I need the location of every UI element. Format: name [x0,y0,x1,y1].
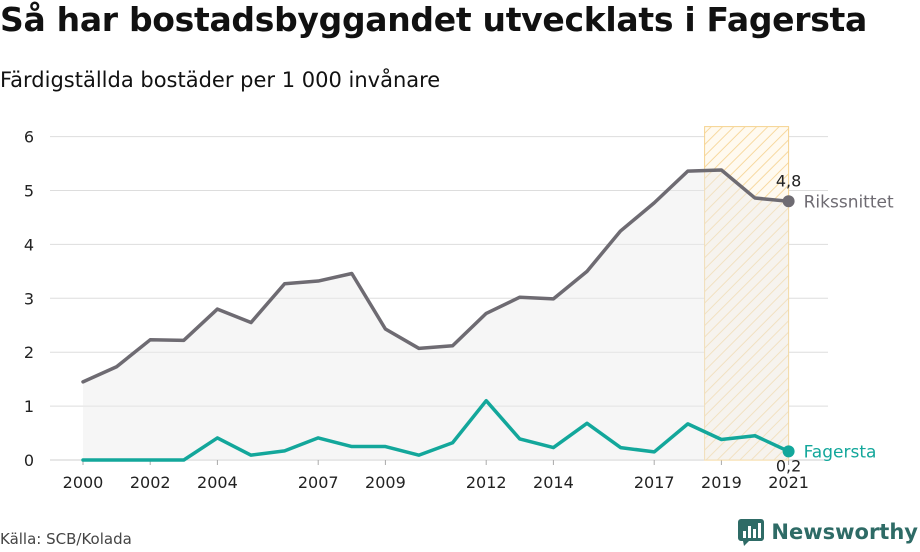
newsworthy-icon [738,519,765,546]
x-tick-label: 2000 [63,473,104,492]
source-note: Källa: SCB/Kolada [0,530,132,548]
series-area-rikssnittet [83,170,789,460]
chart-subtitle: Färdigställda bostäder per 1 000 invånar… [0,68,441,92]
chart-title: Så har bostadsbyggandet utvecklats i Fag… [0,0,867,39]
series-line-rikssnittet [81,168,791,384]
y-tick-label: 3 [24,289,34,308]
x-tick-label: 2021 [768,473,809,492]
series-label-rikssnittet: Rikssnittet [804,192,894,212]
x-tick-label: 2007 [298,473,339,492]
brand-logo: Newsworthy [737,518,918,546]
y-tick-label: 6 [24,128,34,147]
highlight-period [704,126,790,461]
brand-name: Newsworthy [771,520,918,544]
x-tick-label: 2012 [466,473,507,492]
x-tick-label: 2014 [533,473,574,492]
x-tick-label: 2002 [130,473,171,492]
series-end-value-rikssnittet: 4,8 [776,171,801,190]
series-endpoint-rikssnittet [782,195,795,208]
y-tick-label: 0 [24,451,34,470]
x-tick-label: 2017 [634,473,675,492]
x-tick-label: 2004 [197,473,238,492]
x-tick-label: 2009 [365,473,406,492]
y-tick-label: 1 [24,397,34,416]
series-label-fagersta: Fagersta [804,442,877,462]
y-tick-label: 2 [24,343,34,362]
x-tick-label: 2019 [701,473,742,492]
y-tick-label: 4 [24,235,34,254]
series-end-value-fagersta: 0,2 [776,456,801,475]
series-line-fagersta [81,398,791,462]
series-endpoint-fagersta [782,445,795,458]
y-tick-label: 5 [24,182,34,201]
